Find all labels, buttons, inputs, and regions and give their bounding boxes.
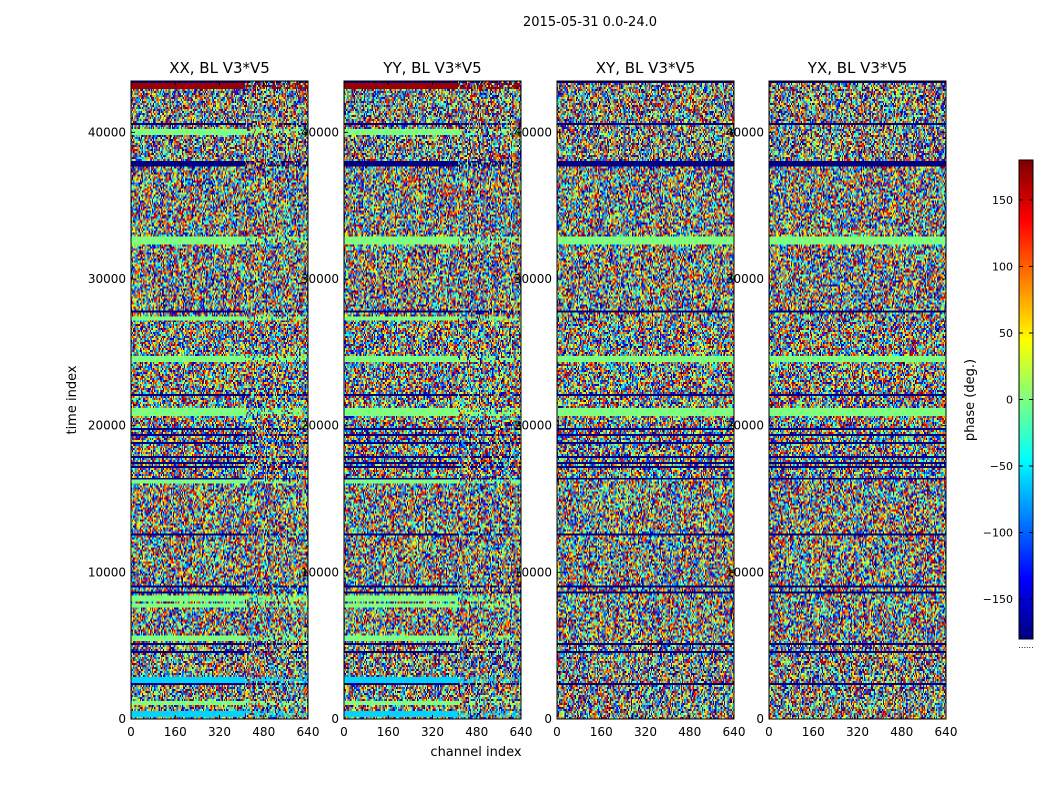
x-tick-label: 160 [590, 725, 613, 739]
panel-xx: XX, BL V3*V5 0 160 320 480 640 0 10000 20000 3000… [88, 59, 320, 739]
panel-title: XX, BL V3*V5 [169, 59, 270, 77]
x-tick-label: 640 [510, 725, 533, 739]
y-tick-label: 0 [118, 712, 126, 726]
x-axis-label: channel index [430, 745, 521, 760]
panels-layer: XX, BL V3*V5 0 160 320 480 640 0 10000 20000 3000… [88, 59, 958, 739]
x-tick-label: 320 [846, 725, 869, 739]
panel-title: XY, BL V3*V5 [596, 59, 696, 77]
colorbar-gradient [1019, 160, 1033, 639]
colorbar-tick-label: 50 [999, 327, 1013, 340]
colorbar-tick-label: 0 [1006, 394, 1013, 407]
y-tick-label: 30000 [726, 272, 764, 286]
y-tick-label: 10000 [726, 565, 764, 579]
heatmap-image [557, 81, 734, 719]
heatmap-image [769, 81, 946, 719]
y-tick-label: 10000 [514, 565, 552, 579]
panel-yx: YX, BL V3*V5 0 160 320 480 640 0 10000 20000 3000… [726, 59, 958, 739]
y-tick-label: 20000 [514, 419, 552, 433]
y-axis-label: time index [65, 365, 80, 434]
y-tick-label: 40000 [726, 125, 764, 139]
x-tick-label: 160 [802, 725, 825, 739]
x-tick-label: 0 [553, 725, 561, 739]
y-tick-label: 40000 [88, 125, 126, 139]
y-tick-label: 10000 [88, 565, 126, 579]
colorbar-bottom-text: ...... [1018, 641, 1033, 650]
y-tick-label: 40000 [301, 125, 339, 139]
x-tick-label: 160 [377, 725, 400, 739]
panel-title: YY, BL V3*V5 [382, 59, 481, 77]
colorbar-tick-label: 100 [992, 260, 1013, 273]
y-tick-label: 30000 [88, 272, 126, 286]
figure-suptitle: 2015-05-31 0.0-24.0 [523, 15, 657, 30]
x-tick-label: 160 [164, 725, 187, 739]
x-tick-label: 320 [421, 725, 444, 739]
x-tick-label: 480 [252, 725, 275, 739]
x-tick-label: 640 [297, 725, 320, 739]
heatmap-image [344, 81, 521, 719]
y-tick-label: 10000 [301, 565, 339, 579]
panel-xy: XY, BL V3*V5 0 160 320 480 640 0 10000 20000 3000… [514, 59, 746, 739]
colorbar-tick-label: 150 [992, 194, 1013, 207]
x-tick-label: 640 [723, 725, 746, 739]
x-tick-label: 480 [678, 725, 701, 739]
panel-yy: YY, BL V3*V5 0 160 320 480 640 0 10000 20000 3000… [301, 59, 533, 739]
y-tick-label: 0 [331, 712, 339, 726]
x-tick-label: 0 [765, 725, 773, 739]
heatmap-image [131, 81, 308, 719]
y-tick-label: 30000 [514, 272, 552, 286]
colorbar-tick-label: −50 [990, 460, 1013, 473]
y-tick-label: 20000 [301, 419, 339, 433]
x-tick-label: 0 [127, 725, 135, 739]
y-tick-label: 30000 [301, 272, 339, 286]
x-tick-label: 320 [634, 725, 657, 739]
colorbar-label: phase (deg.) [963, 359, 978, 441]
x-tick-label: 0 [340, 725, 348, 739]
y-tick-label: 40000 [514, 125, 552, 139]
x-tick-label: 320 [208, 725, 231, 739]
x-tick-label: 640 [935, 725, 958, 739]
x-tick-label: 480 [890, 725, 913, 739]
y-tick-label: 20000 [726, 419, 764, 433]
colorbar-tick-label: −100 [983, 527, 1013, 540]
y-tick-label: 0 [756, 712, 764, 726]
y-tick-label: 0 [544, 712, 552, 726]
panel-title: YX, BL V3*V5 [807, 59, 908, 77]
colorbar-tick-label: −150 [983, 593, 1013, 606]
y-tick-label: 20000 [88, 419, 126, 433]
x-tick-label: 480 [465, 725, 488, 739]
colorbar: −150 −100 −50 0 50 100 150 [983, 159, 1034, 640]
